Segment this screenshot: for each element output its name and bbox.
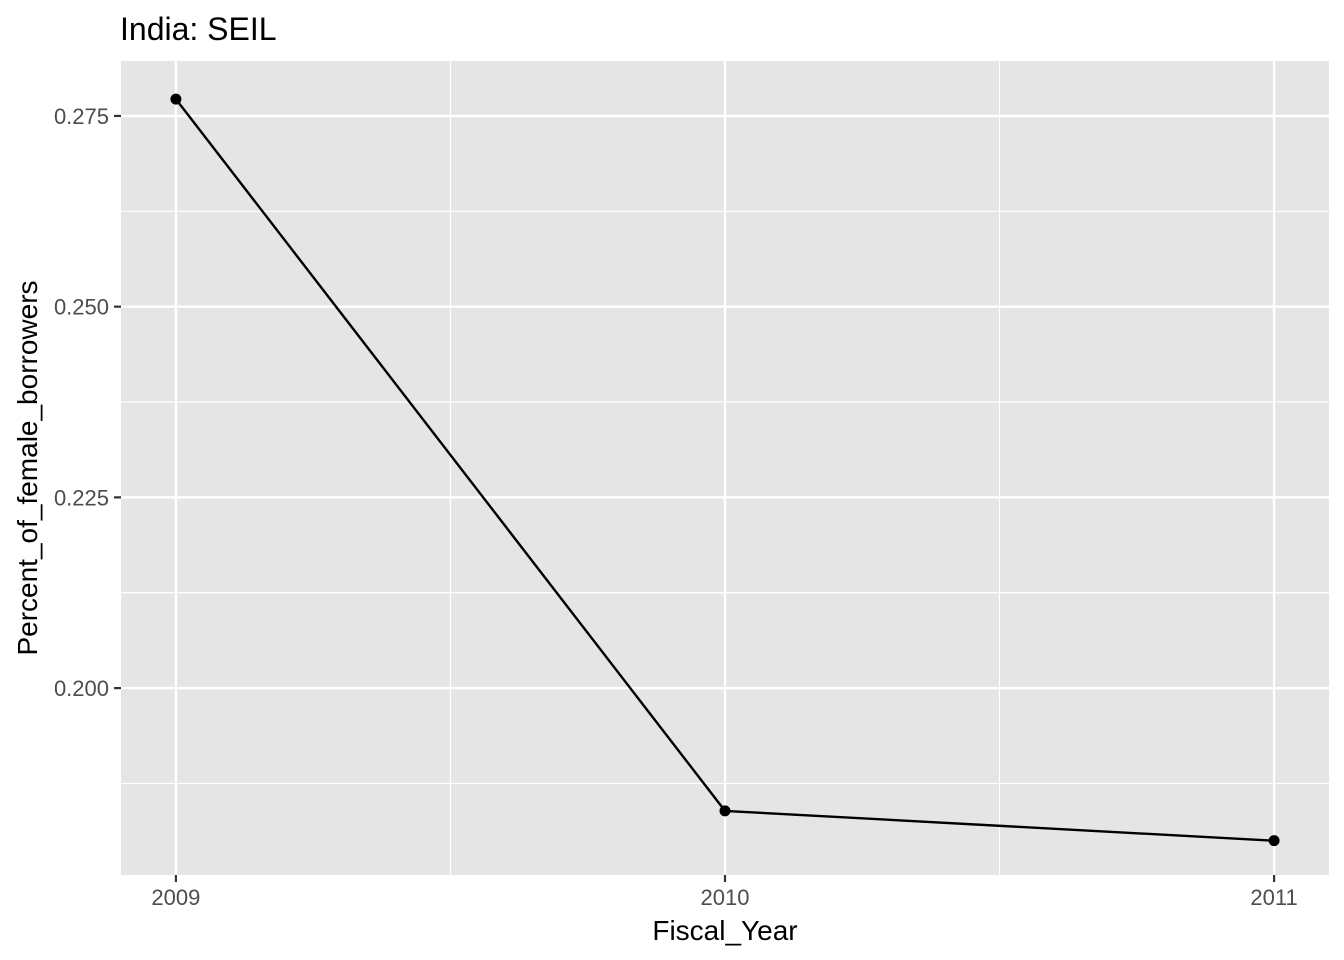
data-series	[170, 93, 1280, 847]
y-axis-title: Percent_of_female_borrowers	[12, 280, 43, 655]
y-tick-label: 0.250	[54, 295, 109, 320]
x-axis-title: Fiscal_Year	[652, 915, 797, 946]
x-tick-label: 2009	[151, 885, 200, 910]
data-point	[719, 805, 731, 817]
y-axis: 0.200 0.225 0.250 0.275	[54, 104, 121, 701]
y-tick-label: 0.275	[54, 104, 109, 129]
major-gridlines	[121, 61, 1329, 875]
x-tick-label: 2010	[701, 885, 750, 910]
x-axis: 2009 2010 2011	[151, 875, 1298, 910]
data-point	[1268, 835, 1280, 847]
y-tick-label: 0.225	[54, 485, 109, 510]
y-tick-label: 0.200	[54, 676, 109, 701]
data-point	[170, 93, 182, 105]
x-tick-label: 2011	[1250, 885, 1297, 910]
chart-title: India: SEIL	[120, 11, 277, 47]
